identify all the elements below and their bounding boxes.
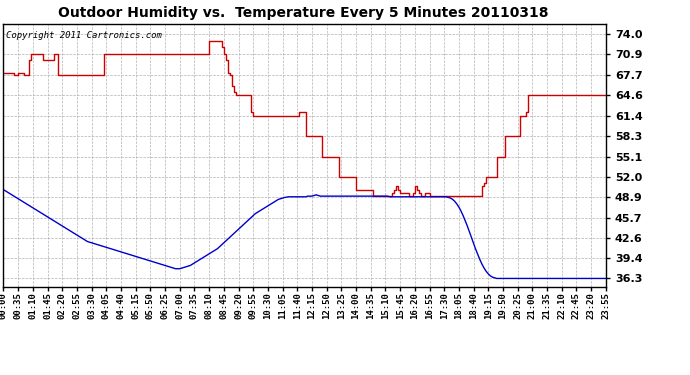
Text: Outdoor Humidity vs.  Temperature Every 5 Minutes 20110318: Outdoor Humidity vs. Temperature Every 5… (59, 6, 549, 20)
Text: Copyright 2011 Cartronics.com: Copyright 2011 Cartronics.com (6, 31, 162, 40)
